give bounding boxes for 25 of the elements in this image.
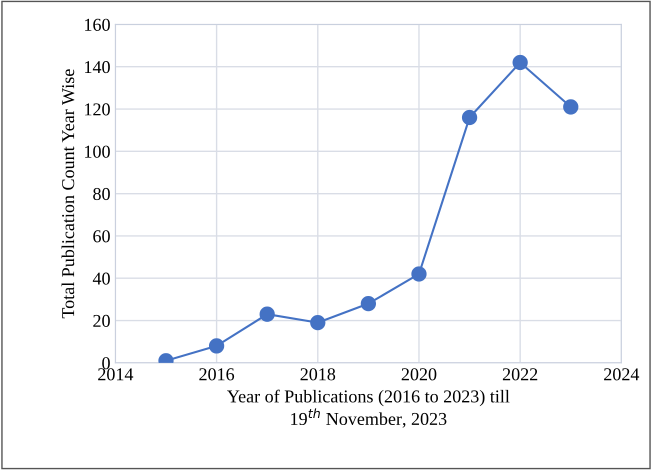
x-tick-label: 2024 — [604, 368, 640, 380]
y-tick-label: 80 — [93, 188, 110, 200]
x-tick-label: 2018 — [300, 368, 336, 380]
x-tick-label: 2020 — [402, 368, 436, 380]
point — [512, 54, 528, 70]
y-tick-label: 20 — [93, 314, 110, 327]
y-tick-label: 160 — [85, 18, 110, 31]
y-tick-label: 100 — [85, 146, 110, 158]
x-tick-label: 2022 — [502, 368, 538, 380]
y-tick-label: 60 — [93, 230, 110, 242]
x-tick-label: 2016 — [199, 368, 234, 380]
y-tick-label: 120 — [85, 103, 110, 116]
point — [260, 306, 275, 322]
x-axis-title: Year of Publications (2016 to 2023) till 19$^{th}$ November, 2023 — [227, 390, 510, 428]
point — [360, 296, 376, 312]
y-tick-label: 40 — [92, 272, 110, 285]
point — [563, 99, 578, 115]
point — [411, 266, 427, 282]
point — [208, 338, 224, 354]
point — [462, 110, 478, 126]
y-tick-label: 0 — [102, 357, 110, 370]
y-tick-label: 140 — [85, 60, 110, 74]
x-tick-label: 2014 — [98, 368, 134, 380]
point — [310, 315, 326, 330]
y-axis-title: Total Publication Count Year Wise — [62, 69, 74, 318]
